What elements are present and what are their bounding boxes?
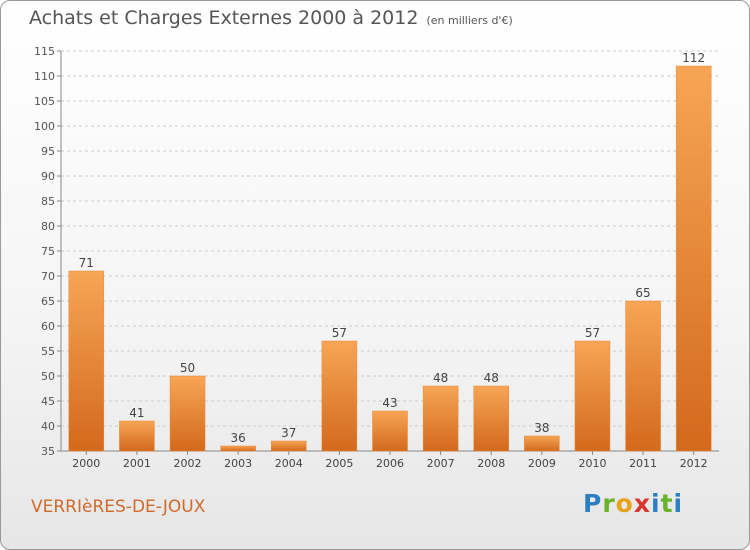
data-label: 37 xyxy=(281,426,296,440)
x-tick-label: 2001 xyxy=(123,457,151,470)
y-tick-label: 95 xyxy=(41,145,55,158)
x-tick-label: 2003 xyxy=(224,457,252,470)
x-tick-label: 2011 xyxy=(629,457,657,470)
bar xyxy=(119,420,155,452)
bar xyxy=(675,65,712,452)
bar xyxy=(321,340,358,452)
commune-name: VERRIèRES-DE-JOUX xyxy=(31,497,206,517)
data-label: 65 xyxy=(635,286,650,300)
bar xyxy=(524,435,560,452)
data-label: 71 xyxy=(79,256,94,270)
chart-title-text: Achats et Charges Externes 2000 à 2012 xyxy=(29,7,419,29)
y-tick-label: 110 xyxy=(34,70,55,83)
y-tick-label: 50 xyxy=(41,370,55,383)
data-label: 48 xyxy=(433,371,448,385)
x-tick-label: 2012 xyxy=(680,457,708,470)
x-tick-label: 2007 xyxy=(427,457,455,470)
bar xyxy=(372,410,408,452)
data-label: 36 xyxy=(231,431,246,445)
data-label: 41 xyxy=(129,406,144,420)
x-tick-label: 2006 xyxy=(376,457,404,470)
x-tick-label: 2009 xyxy=(528,457,556,470)
data-label: 57 xyxy=(332,326,347,340)
x-tick-label: 2005 xyxy=(325,457,353,470)
data-label: 43 xyxy=(382,396,397,410)
y-tick-label: 45 xyxy=(41,395,55,408)
y-tick-label: 80 xyxy=(41,220,55,233)
y-tick-label: 55 xyxy=(41,345,55,358)
y-tick-label: 75 xyxy=(41,245,55,258)
x-tick-label: 2002 xyxy=(174,457,202,470)
bar xyxy=(473,385,509,452)
bar xyxy=(169,375,206,452)
data-label: 57 xyxy=(585,326,600,340)
bar xyxy=(574,340,611,452)
y-tick-label: 85 xyxy=(41,195,55,208)
x-tick-label: 2010 xyxy=(578,457,606,470)
y-tick-label: 100 xyxy=(34,120,55,133)
bar xyxy=(625,300,661,452)
y-tick-label: 115 xyxy=(34,45,55,58)
y-tick-label: 65 xyxy=(41,295,55,308)
bar xyxy=(220,445,256,452)
x-tick-label: 2008 xyxy=(477,457,505,470)
x-tick-label: 2000 xyxy=(72,457,100,470)
y-tick-label: 70 xyxy=(41,270,55,283)
chart-unit: (en milliers d'€) xyxy=(426,14,513,27)
data-label: 50 xyxy=(180,361,195,375)
data-label: 48 xyxy=(484,371,499,385)
bar xyxy=(271,440,307,452)
y-tick-label: 105 xyxy=(34,95,55,108)
data-label: 112 xyxy=(682,51,705,65)
y-tick-label: 40 xyxy=(41,420,55,433)
x-tick-label: 2004 xyxy=(275,457,303,470)
bar xyxy=(422,385,459,452)
y-tick-label: 60 xyxy=(41,320,55,333)
y-tick-label: 90 xyxy=(41,170,55,183)
data-label: 38 xyxy=(534,421,549,435)
proxiti-logo[interactable]: Proxiti xyxy=(583,489,684,518)
y-tick-label: 35 xyxy=(41,445,55,458)
bar xyxy=(68,270,105,452)
chart-title: Achats et Charges Externes 2000 à 2012 (e… xyxy=(29,7,513,29)
